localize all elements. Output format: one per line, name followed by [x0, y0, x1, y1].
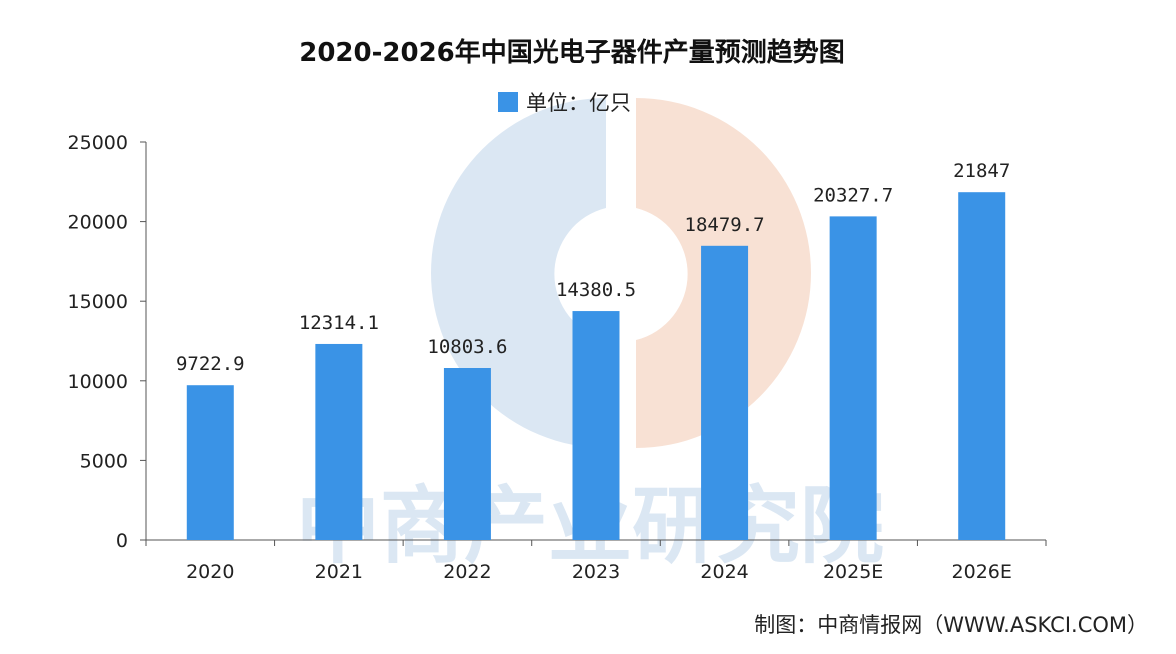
y-tick-label: 5000	[80, 450, 128, 472]
x-tick-label-2025E: 2025E	[823, 561, 883, 583]
bar-2025E	[829, 216, 877, 541]
data-label-2024: 18479.7	[685, 214, 765, 236]
x-tick-label-2023: 2023	[572, 561, 620, 583]
legend: 单位：亿只	[498, 91, 631, 115]
x-tick-label-2021: 2021	[315, 561, 363, 583]
watermark-logo-left-arc	[431, 98, 606, 448]
data-label-2026E: 21847	[953, 160, 1010, 182]
data-label-2020: 9722.9	[176, 353, 245, 375]
y-tick-label: 0	[116, 530, 128, 552]
y-axis: 0 5000 10000 15000 20000 25000	[68, 132, 147, 552]
bar-2024	[701, 245, 749, 541]
bar-2022	[443, 368, 491, 540]
x-tick-label-2026E: 2026E	[952, 561, 1012, 583]
data-label-2021: 12314.1	[299, 312, 379, 334]
x-tick-label-2024: 2024	[700, 561, 748, 583]
data-label-2023: 14380.5	[556, 279, 636, 301]
data-labels: 9722.9 12314.1 10803.6 14380.5 18479.7 20327.…	[176, 160, 1010, 375]
bar-2020	[186, 385, 234, 540]
x-tick-label-2020: 2020	[186, 561, 234, 583]
x-tick-label-2022: 2022	[443, 561, 491, 583]
y-tick-label: 15000	[68, 291, 128, 313]
y-tick-label: 10000	[68, 371, 128, 393]
chart-title: 2020-2026年中国光电子器件产量预测趋势图	[299, 37, 845, 68]
legend-swatch	[498, 92, 518, 112]
data-label-2022: 10803.6	[427, 336, 507, 358]
bar-2023	[572, 311, 620, 540]
legend-label: 单位：亿只	[526, 91, 631, 115]
data-label-2025E: 20327.7	[813, 184, 893, 206]
y-tick-label: 20000	[68, 212, 128, 234]
y-tick-label: 25000	[68, 132, 128, 154]
bar-2026E	[958, 192, 1006, 541]
bar-2021	[315, 343, 363, 540]
credit-text: 制图：中商情报网（WWW.ASKCI.COM）	[754, 613, 1148, 637]
bars	[186, 192, 1006, 541]
